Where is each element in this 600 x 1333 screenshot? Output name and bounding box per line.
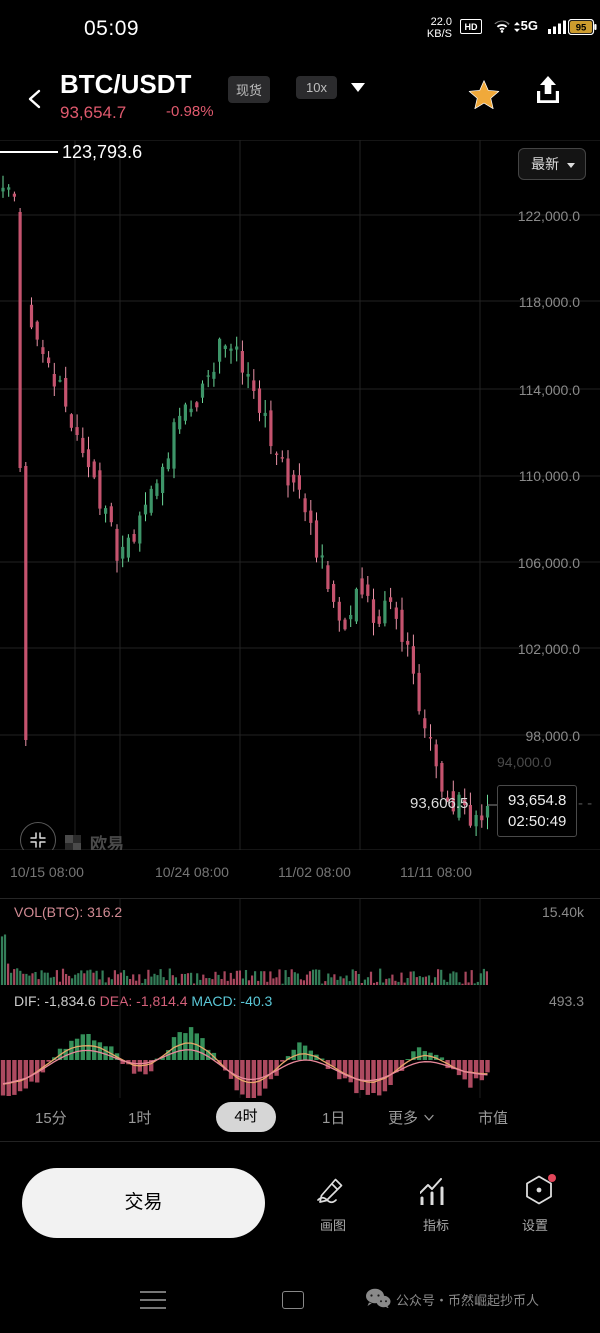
- svg-text:95: 95: [576, 23, 587, 34]
